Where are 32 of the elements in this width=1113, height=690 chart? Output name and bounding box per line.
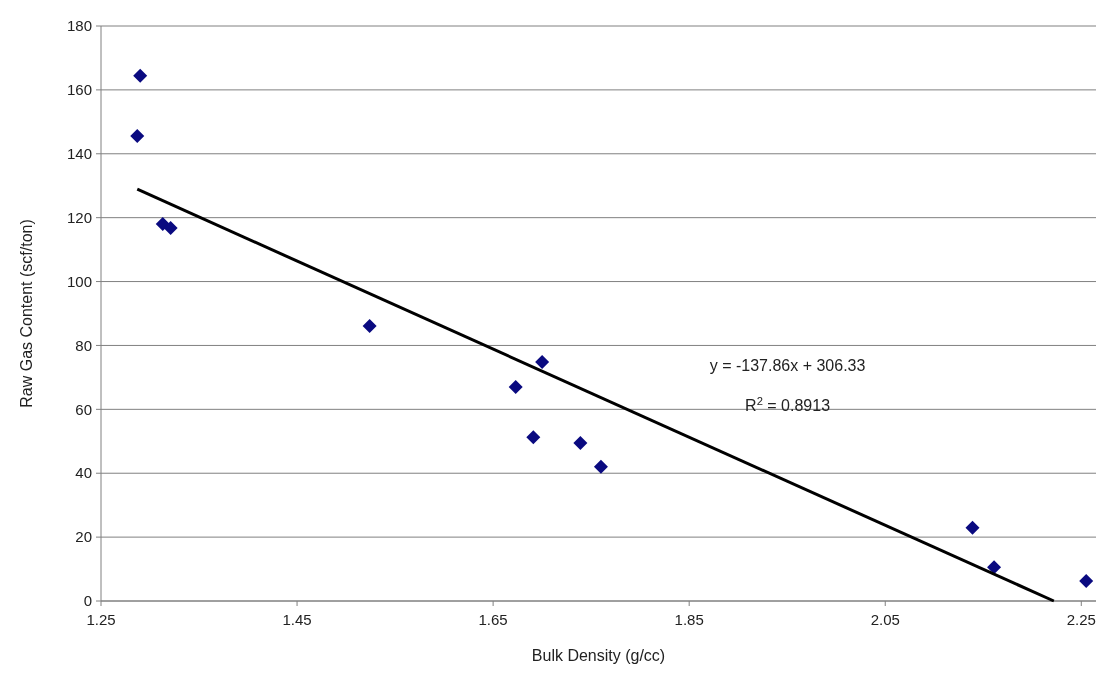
annotation: y = -137.86x + 306.33 xyxy=(709,356,866,374)
x-tick-label: 1.45 xyxy=(282,611,312,628)
x-tick-label: 1.65 xyxy=(478,611,508,628)
point xyxy=(965,520,980,535)
annotation: R$^{2}$ = 0.8913 xyxy=(745,395,831,415)
y-axis-title: Raw Gas Content (scf/ton) xyxy=(18,219,35,408)
point xyxy=(508,379,523,394)
x-tick-label: 2.25 xyxy=(1066,611,1096,628)
y-tick-label: 180 xyxy=(66,17,92,35)
point xyxy=(1079,573,1094,588)
point xyxy=(130,128,145,143)
point xyxy=(573,435,588,450)
y-tick-label: 60 xyxy=(75,400,92,418)
x-axis-title: Bulk Density (g/cc) xyxy=(531,647,666,664)
y-tick-label: 100 xyxy=(66,272,92,290)
point xyxy=(593,459,608,474)
y-tick-label: 140 xyxy=(66,145,92,163)
y-tick-label: 0 xyxy=(83,592,92,610)
point xyxy=(535,355,550,370)
point xyxy=(133,68,148,83)
y-tick-label: 80 xyxy=(75,336,92,354)
point xyxy=(362,318,377,333)
point xyxy=(987,560,1002,575)
point xyxy=(163,220,178,235)
y-tick-label: 160 xyxy=(66,81,92,99)
x-tick-label: 1.85 xyxy=(674,611,704,628)
x-tick-label: 1.25 xyxy=(86,611,116,628)
y-tick-label: 20 xyxy=(75,528,92,546)
y-tick-label: 120 xyxy=(66,208,92,226)
point xyxy=(526,430,541,445)
y-tick-label: 40 xyxy=(75,464,92,482)
x-tick-label: 2.05 xyxy=(870,611,900,628)
